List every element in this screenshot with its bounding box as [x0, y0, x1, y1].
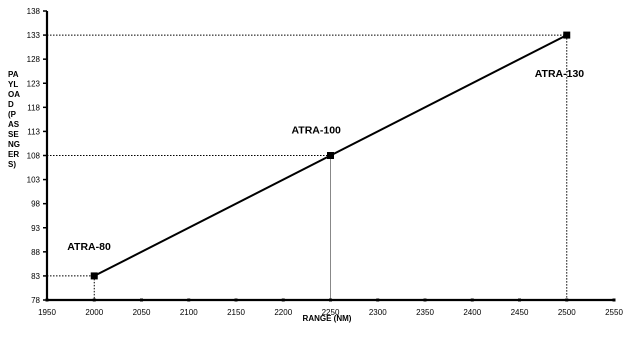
data-point-marker [90, 272, 98, 280]
guide-lines [47, 34, 568, 300]
x-tick-mark [565, 298, 569, 302]
x-tick-mark [612, 298, 616, 302]
x-tick-label: 2250 [322, 308, 340, 317]
y-axis-title-line: PA [8, 70, 19, 79]
x-tick-label: 2150 [227, 308, 245, 317]
point-labels: ATRA-80 ATRA-100 ATRA-130 [67, 68, 584, 253]
x-tick-mark [470, 298, 474, 302]
x-tick-label: 2550 [605, 308, 623, 317]
x-tick-mark [234, 298, 238, 302]
axis-ticks: 1950 2000 2050 2100 2150 2200 2250 2300 2350 2400… [27, 7, 624, 317]
y-tick-label: 93 [31, 224, 40, 233]
y-axis-title-line: SE [8, 130, 19, 139]
x-tick-label: 2000 [85, 308, 103, 317]
x-tick-label: 2500 [558, 308, 576, 317]
x-tick-mark [518, 298, 521, 302]
x-tick-mark [281, 298, 285, 302]
y-tick-label: 138 [27, 7, 41, 16]
data-point-marker [327, 152, 334, 159]
y-tick-label: 98 [31, 200, 40, 209]
y-tick-label: 83 [31, 272, 40, 281]
y-tick-label: 123 [27, 79, 41, 88]
y-tick-label: 88 [31, 248, 40, 257]
y-axis-title-line: YL [8, 80, 18, 89]
series-line-group [90, 31, 571, 280]
y-axis-title-line: (P [8, 110, 17, 119]
y-tick-label: 78 [31, 296, 40, 305]
x-tick-label: 2050 [133, 308, 151, 317]
y-tick-label: 113 [27, 127, 40, 136]
x-tick-mark [376, 298, 380, 302]
x-tick-mark [423, 298, 427, 302]
y-tick-label: 128 [27, 55, 41, 64]
y-tick-label: 103 [27, 176, 41, 185]
x-tick-mark [187, 298, 191, 302]
y-tick-label: 133 [27, 31, 41, 40]
y-tick-label: 108 [27, 152, 41, 161]
y-axis-title-line: OA [8, 90, 20, 99]
y-axis-title-line: ER [8, 150, 19, 159]
x-tick-label: 2400 [463, 308, 481, 317]
y-tick-label: 118 [27, 103, 40, 112]
x-tick-mark [329, 298, 332, 302]
data-point-label: ATRA-100 [292, 125, 342, 137]
x-tick-mark [140, 298, 143, 302]
y-axis-title-line: S) [8, 160, 16, 169]
x-tick-label: 2350 [416, 308, 434, 317]
data-point-label: ATRA-130 [535, 68, 585, 80]
x-tick-label: 2100 [180, 308, 198, 317]
y-axis-title-line: D [8, 100, 14, 109]
x-tick-label: 2300 [369, 308, 387, 317]
x-tick-label: 1950 [38, 308, 56, 317]
y-axis-title-line: AS [8, 120, 20, 129]
x-tick-mark [92, 298, 96, 302]
y-axis-title-line: NG [8, 140, 20, 149]
x-axis-title: RANGE (NM) [303, 314, 352, 323]
data-point-label: ATRA-80 [67, 241, 111, 253]
data-point-marker [563, 31, 571, 39]
x-tick-label: 2450 [511, 308, 529, 317]
x-tick-label: 2200 [274, 308, 292, 317]
